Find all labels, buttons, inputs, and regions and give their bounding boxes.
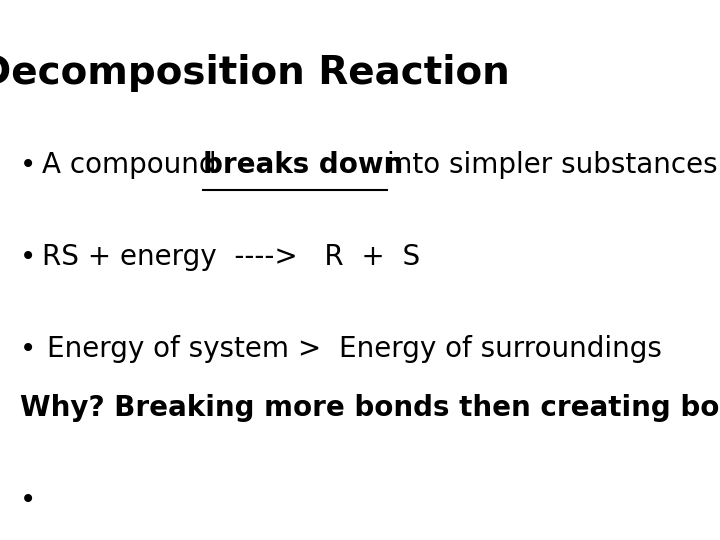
Text: breaks down: breaks down xyxy=(202,151,413,179)
Text: RS + energy  ---->   R  +  S: RS + energy ----> R + S xyxy=(42,243,420,271)
Text: into simpler substances.: into simpler substances. xyxy=(387,151,720,179)
Text: Why? Breaking more bonds then creating bonds.: Why? Breaking more bonds then creating b… xyxy=(19,394,720,422)
Text: Energy of system >  Energy of surroundings: Energy of system > Energy of surrounding… xyxy=(47,335,662,363)
Text: •: • xyxy=(19,151,36,179)
Text: •: • xyxy=(19,243,36,271)
Text: •: • xyxy=(19,486,36,514)
Text: •: • xyxy=(19,335,36,363)
Text: A compound: A compound xyxy=(42,151,225,179)
Text: Decomposition Reaction: Decomposition Reaction xyxy=(0,54,510,92)
